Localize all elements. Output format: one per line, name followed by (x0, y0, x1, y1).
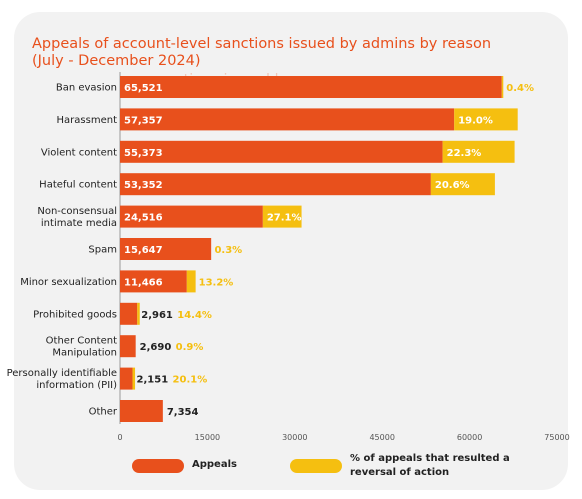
bar-appeals-0 (120, 76, 502, 98)
percent-label-3: 20.6% (435, 180, 470, 191)
value-label-3: 53,352 (124, 180, 163, 191)
bar-reversal-6 (186, 270, 196, 293)
value-label-9: 2,151 (137, 375, 169, 386)
bar-appeals-5 (120, 238, 212, 260)
chart-title: Appeals of account-level sanctions issue… (32, 36, 492, 69)
legend-label-reversal: % of appeals that resulted a reversal of… (350, 453, 510, 478)
value-label-6: 11,466 (124, 277, 163, 288)
bar-reversal-1 (454, 108, 518, 131)
bar-reversal-9 (132, 367, 136, 390)
legend-swatch-appeals (132, 459, 184, 473)
category-label-6: Minor sexualization (20, 277, 117, 288)
value-label-0: 65,521 (124, 83, 163, 94)
category-label-3: Hateful content (39, 180, 117, 191)
bar-reversal-4 (262, 205, 302, 228)
x-tick-label-2: 30000 (282, 433, 307, 442)
value-label-4: 24,516 (124, 213, 163, 224)
percent-label-6: 13.2% (199, 277, 234, 288)
percent-label-2: 22.3% (447, 148, 482, 159)
value-label-8: 2,690 (140, 342, 172, 353)
bar-appeals-1 (120, 108, 455, 131)
bar-appeals-4 (120, 205, 263, 228)
percent-label-1: 19.0% (458, 115, 493, 126)
bar-appeals-9 (120, 367, 133, 390)
bar-reversal-3 (430, 173, 495, 196)
x-tick-label-0: 0 (117, 433, 122, 442)
percent-label-0: 0.4% (506, 83, 534, 94)
percent-label-7: 14.4% (177, 310, 212, 321)
percent-label-5: 0.3% (214, 245, 242, 256)
legend-swatch-reversal (290, 459, 342, 473)
category-label-4: Non-consensual intimate media (37, 206, 117, 229)
bar-appeals-10 (120, 400, 163, 422)
value-label-5: 15,647 (124, 245, 163, 256)
category-label-0: Ban evasion (56, 83, 117, 94)
legend-label-appeals: Appeals (192, 459, 237, 470)
value-label-10: 7,354 (167, 407, 199, 418)
value-label-2: 55,373 (124, 148, 163, 159)
legend-item-appeals: Appeals (132, 458, 237, 473)
bar-reversal-0 (501, 76, 504, 98)
category-label-5: Spam (88, 245, 117, 256)
bar-appeals-3 (120, 173, 431, 196)
value-label-7: 2,961 (141, 310, 173, 321)
bar-appeals-6 (120, 270, 187, 293)
percent-label-9: 20.1% (173, 375, 208, 386)
x-tick-label-5: 75000 (544, 433, 569, 442)
category-label-2: Violent content (41, 147, 117, 158)
x-tick-label-4: 60000 (457, 433, 482, 442)
percent-label-8: 0.9% (176, 342, 204, 353)
legend-item-reversal: % of appeals that resulted a reversal of… (290, 452, 520, 480)
x-tick-label-3: 45000 (369, 433, 394, 442)
bar-reversal-2 (442, 140, 515, 163)
value-label-1: 57,357 (124, 115, 163, 126)
category-label-7: Prohibited goods (33, 309, 117, 320)
category-label-1: Harassment (57, 115, 118, 126)
bar-appeals-8 (120, 335, 136, 358)
x-tick-label-1: 15000 (195, 433, 220, 442)
bar-appeals-7 (120, 302, 138, 325)
category-label-9: Personally identifiable information (PII) (7, 368, 118, 391)
bar-reversal-7 (137, 302, 140, 325)
percent-label-4: 27.1% (267, 213, 302, 224)
category-label-10: Other (89, 407, 118, 418)
bar-appeals-2 (120, 140, 443, 163)
category-label-8: Other Content Manipulation (46, 336, 117, 359)
